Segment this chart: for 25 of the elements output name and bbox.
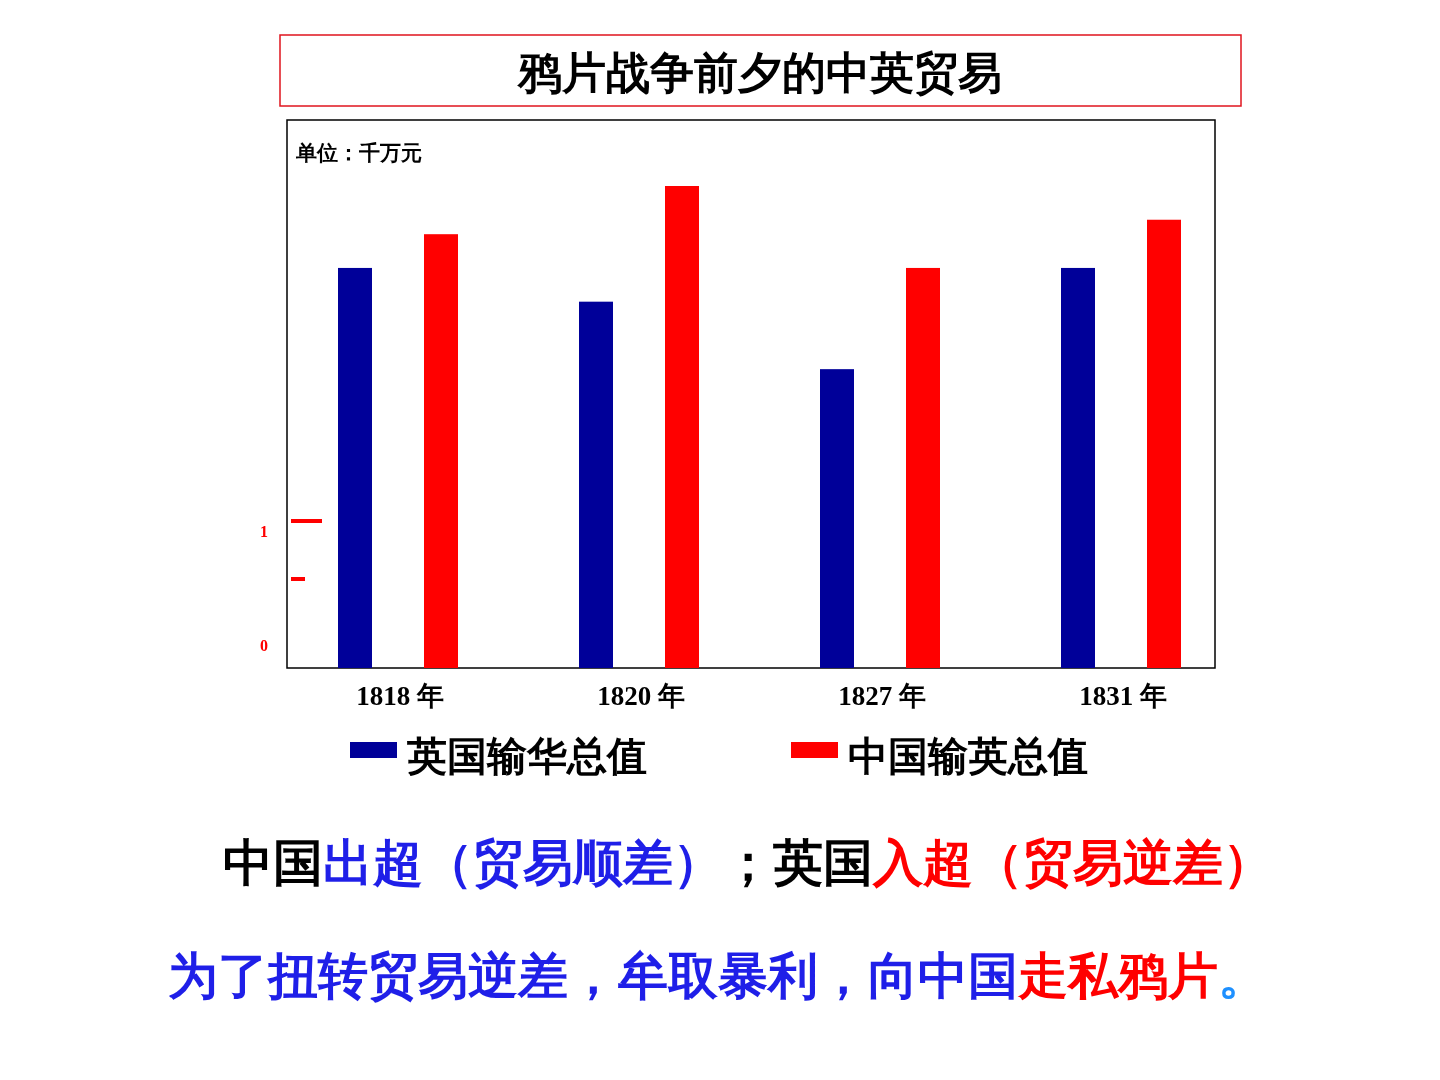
text: 中国: [223, 835, 323, 891]
text: 入超（贸易逆差）: [872, 835, 1273, 891]
bar: [665, 186, 699, 668]
x-tick-label: 1827 年: [838, 681, 926, 711]
bar: [906, 267, 940, 668]
text: 出超（贸易顺差）: [323, 835, 723, 891]
bar: [579, 301, 613, 668]
x-tick-label: 1818 年: [356, 681, 444, 711]
text: ；英国: [723, 835, 873, 891]
legend-label: 英国输华总值: [406, 734, 647, 778]
bar: [1061, 267, 1095, 668]
text: 为了扭转贸易逆差，牟取暴利，向中国: [168, 948, 1018, 1004]
bar: [1147, 219, 1181, 668]
x-tick-label: 1831 年: [1079, 681, 1167, 711]
legend-label: 中国输英总值: [848, 734, 1088, 778]
text: 1: [260, 523, 268, 540]
bar: [424, 234, 458, 668]
bar: [338, 267, 372, 668]
bar: [820, 369, 854, 668]
chart-title: 鸦片战争前夕的中英贸易: [517, 48, 1002, 97]
text: 走私鸦片: [1017, 948, 1218, 1004]
x-tick-label: 1820 年: [597, 681, 685, 711]
text: 0: [260, 637, 268, 654]
text: 。: [1218, 948, 1268, 1004]
y-axis-title: 单位：千万元: [295, 141, 422, 164]
